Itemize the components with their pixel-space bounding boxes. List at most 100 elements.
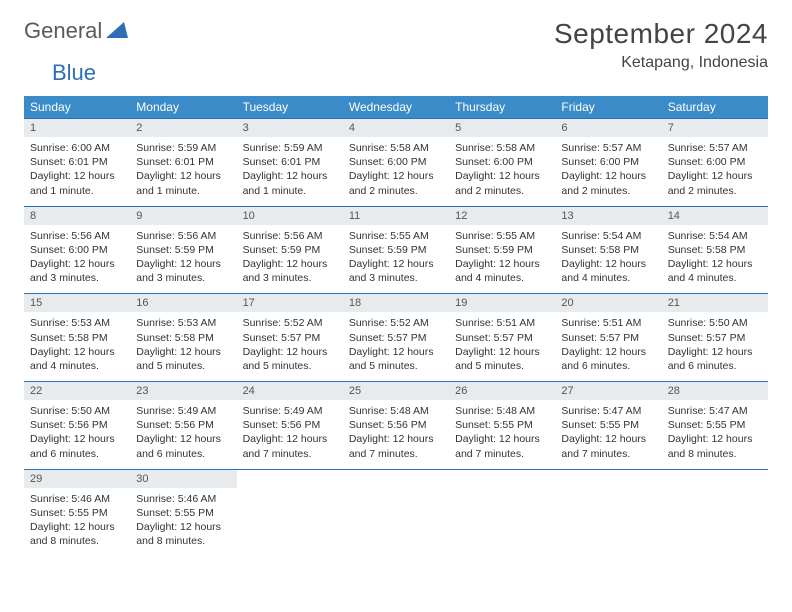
sunset-line: Sunset: 6:01 PM bbox=[30, 155, 124, 169]
day-cell: 18Sunrise: 5:52 AMSunset: 5:57 PMDayligh… bbox=[343, 294, 449, 382]
day-header: Saturday bbox=[662, 96, 768, 119]
sunset-line: Sunset: 5:55 PM bbox=[561, 418, 655, 432]
day-body: Sunrise: 5:51 AMSunset: 5:57 PMDaylight:… bbox=[449, 312, 555, 381]
sunrise-line: Sunrise: 5:55 AM bbox=[349, 229, 443, 243]
sunrise-line: Sunrise: 5:50 AM bbox=[668, 316, 762, 330]
day-body: Sunrise: 5:59 AMSunset: 6:01 PMDaylight:… bbox=[237, 137, 343, 206]
day-body: Sunrise: 5:47 AMSunset: 5:55 PMDaylight:… bbox=[555, 400, 661, 469]
day-body: Sunrise: 5:50 AMSunset: 5:57 PMDaylight:… bbox=[662, 312, 768, 381]
day-number: 28 bbox=[662, 382, 768, 400]
day-body: Sunrise: 6:00 AMSunset: 6:01 PMDaylight:… bbox=[24, 137, 130, 206]
day-number: 1 bbox=[24, 119, 130, 137]
day-cell: 21Sunrise: 5:50 AMSunset: 5:57 PMDayligh… bbox=[662, 294, 768, 382]
day-cell: 17Sunrise: 5:52 AMSunset: 5:57 PMDayligh… bbox=[237, 294, 343, 382]
day-cell bbox=[343, 469, 449, 556]
sunrise-line: Sunrise: 5:50 AM bbox=[30, 404, 124, 418]
daylight-line: Daylight: 12 hours and 6 minutes. bbox=[561, 345, 655, 373]
day-number: 30 bbox=[130, 470, 236, 488]
sunset-line: Sunset: 5:56 PM bbox=[136, 418, 230, 432]
sunrise-line: Sunrise: 5:57 AM bbox=[561, 141, 655, 155]
day-cell bbox=[662, 469, 768, 556]
daylight-line: Daylight: 12 hours and 3 minutes. bbox=[243, 257, 337, 285]
day-number: 13 bbox=[555, 207, 661, 225]
day-number: 4 bbox=[343, 119, 449, 137]
day-number: 25 bbox=[343, 382, 449, 400]
day-cell: 30Sunrise: 5:46 AMSunset: 5:55 PMDayligh… bbox=[130, 469, 236, 556]
day-cell: 19Sunrise: 5:51 AMSunset: 5:57 PMDayligh… bbox=[449, 294, 555, 382]
day-number: 21 bbox=[662, 294, 768, 312]
day-cell: 22Sunrise: 5:50 AMSunset: 5:56 PMDayligh… bbox=[24, 382, 130, 470]
daylight-line: Daylight: 12 hours and 2 minutes. bbox=[561, 169, 655, 197]
sunrise-line: Sunrise: 5:58 AM bbox=[349, 141, 443, 155]
day-cell: 11Sunrise: 5:55 AMSunset: 5:59 PMDayligh… bbox=[343, 206, 449, 294]
daylight-line: Daylight: 12 hours and 8 minutes. bbox=[136, 520, 230, 548]
day-cell: 9 Sunrise: 5:56 AMSunset: 5:59 PMDaylight… bbox=[130, 206, 236, 294]
day-body: Sunrise: 5:55 AMSunset: 5:59 PMDaylight:… bbox=[343, 225, 449, 294]
sunset-line: Sunset: 5:59 PM bbox=[243, 243, 337, 257]
sunset-line: Sunset: 5:57 PM bbox=[668, 331, 762, 345]
sunrise-line: Sunrise: 5:48 AM bbox=[349, 404, 443, 418]
sunset-line: Sunset: 5:56 PM bbox=[30, 418, 124, 432]
daylight-line: Daylight: 12 hours and 1 minute. bbox=[243, 169, 337, 197]
day-body: Sunrise: 5:57 AMSunset: 6:00 PMDaylight:… bbox=[662, 137, 768, 206]
sunset-line: Sunset: 6:01 PM bbox=[243, 155, 337, 169]
sunset-line: Sunset: 5:58 PM bbox=[136, 331, 230, 345]
sunrise-line: Sunrise: 5:56 AM bbox=[243, 229, 337, 243]
day-cell: 1Sunrise: 6:00 AMSunset: 6:01 PMDaylight… bbox=[24, 119, 130, 207]
day-number: 26 bbox=[449, 382, 555, 400]
day-header-row: Sunday Monday Tuesday Wednesday Thursday… bbox=[24, 96, 768, 119]
logo-text-blue: Blue bbox=[52, 60, 96, 85]
sunset-line: Sunset: 5:57 PM bbox=[455, 331, 549, 345]
sunrise-line: Sunrise: 5:51 AM bbox=[561, 316, 655, 330]
sunset-line: Sunset: 6:01 PM bbox=[136, 155, 230, 169]
day-cell: 26Sunrise: 5:48 AMSunset: 5:55 PMDayligh… bbox=[449, 382, 555, 470]
day-body: Sunrise: 5:53 AMSunset: 5:58 PMDaylight:… bbox=[24, 312, 130, 381]
sunset-line: Sunset: 5:59 PM bbox=[136, 243, 230, 257]
day-number: 9 bbox=[130, 207, 236, 225]
sunset-line: Sunset: 6:00 PM bbox=[30, 243, 124, 257]
day-cell: 23Sunrise: 5:49 AMSunset: 5:56 PMDayligh… bbox=[130, 382, 236, 470]
day-cell: 27Sunrise: 5:47 AMSunset: 5:55 PMDayligh… bbox=[555, 382, 661, 470]
day-number: 20 bbox=[555, 294, 661, 312]
sunrise-line: Sunrise: 5:47 AM bbox=[561, 404, 655, 418]
day-body: Sunrise: 5:48 AMSunset: 5:55 PMDaylight:… bbox=[449, 400, 555, 469]
sunset-line: Sunset: 5:58 PM bbox=[30, 331, 124, 345]
day-cell: 15Sunrise: 5:53 AMSunset: 5:58 PMDayligh… bbox=[24, 294, 130, 382]
daylight-line: Daylight: 12 hours and 4 minutes. bbox=[30, 345, 124, 373]
week-row: 8Sunrise: 5:56 AMSunset: 6:00 PMDaylight… bbox=[24, 206, 768, 294]
day-number: 15 bbox=[24, 294, 130, 312]
day-number: 24 bbox=[237, 382, 343, 400]
daylight-line: Daylight: 12 hours and 1 minute. bbox=[30, 169, 124, 197]
day-cell: 8Sunrise: 5:56 AMSunset: 6:00 PMDaylight… bbox=[24, 206, 130, 294]
day-cell: 6Sunrise: 5:57 AMSunset: 6:00 PMDaylight… bbox=[555, 119, 661, 207]
sunset-line: Sunset: 6:00 PM bbox=[668, 155, 762, 169]
daylight-line: Daylight: 12 hours and 1 minute. bbox=[136, 169, 230, 197]
day-cell: 14Sunrise: 5:54 AMSunset: 5:58 PMDayligh… bbox=[662, 206, 768, 294]
daylight-line: Daylight: 12 hours and 6 minutes. bbox=[668, 345, 762, 373]
day-cell: 2Sunrise: 5:59 AMSunset: 6:01 PMDaylight… bbox=[130, 119, 236, 207]
day-header: Friday bbox=[555, 96, 661, 119]
day-cell: 10 Sunrise: 5:56 AMSunset: 5:59 PMDayligh… bbox=[237, 206, 343, 294]
sunrise-line: Sunrise: 5:47 AM bbox=[668, 404, 762, 418]
day-cell: 7Sunrise: 5:57 AMSunset: 6:00 PMDaylight… bbox=[662, 119, 768, 207]
sunrise-line: Sunrise: 5:46 AM bbox=[136, 492, 230, 506]
sunrise-line: Sunrise: 5:59 AM bbox=[243, 141, 337, 155]
day-number: 11 bbox=[343, 207, 449, 225]
sunrise-line: Sunrise: 5:58 AM bbox=[455, 141, 549, 155]
week-row: 15Sunrise: 5:53 AMSunset: 5:58 PMDayligh… bbox=[24, 294, 768, 382]
calendar-table: Sunday Monday Tuesday Wednesday Thursday… bbox=[24, 96, 768, 556]
day-header: Thursday bbox=[449, 96, 555, 119]
day-cell: 13Sunrise: 5:54 AMSunset: 5:58 PMDayligh… bbox=[555, 206, 661, 294]
day-number: 27 bbox=[555, 382, 661, 400]
day-header: Monday bbox=[130, 96, 236, 119]
day-number: 17 bbox=[237, 294, 343, 312]
week-row: 29Sunrise: 5:46 AMSunset: 5:55 PMDayligh… bbox=[24, 469, 768, 556]
sunrise-line: Sunrise: 5:49 AM bbox=[136, 404, 230, 418]
sunrise-line: Sunrise: 5:56 AM bbox=[136, 229, 230, 243]
day-number: 10 bbox=[237, 207, 343, 225]
sunrise-line: Sunrise: 5:55 AM bbox=[455, 229, 549, 243]
sunset-line: Sunset: 5:57 PM bbox=[349, 331, 443, 345]
daylight-line: Daylight: 12 hours and 3 minutes. bbox=[136, 257, 230, 285]
day-number: 29 bbox=[24, 470, 130, 488]
day-number: 14 bbox=[662, 207, 768, 225]
